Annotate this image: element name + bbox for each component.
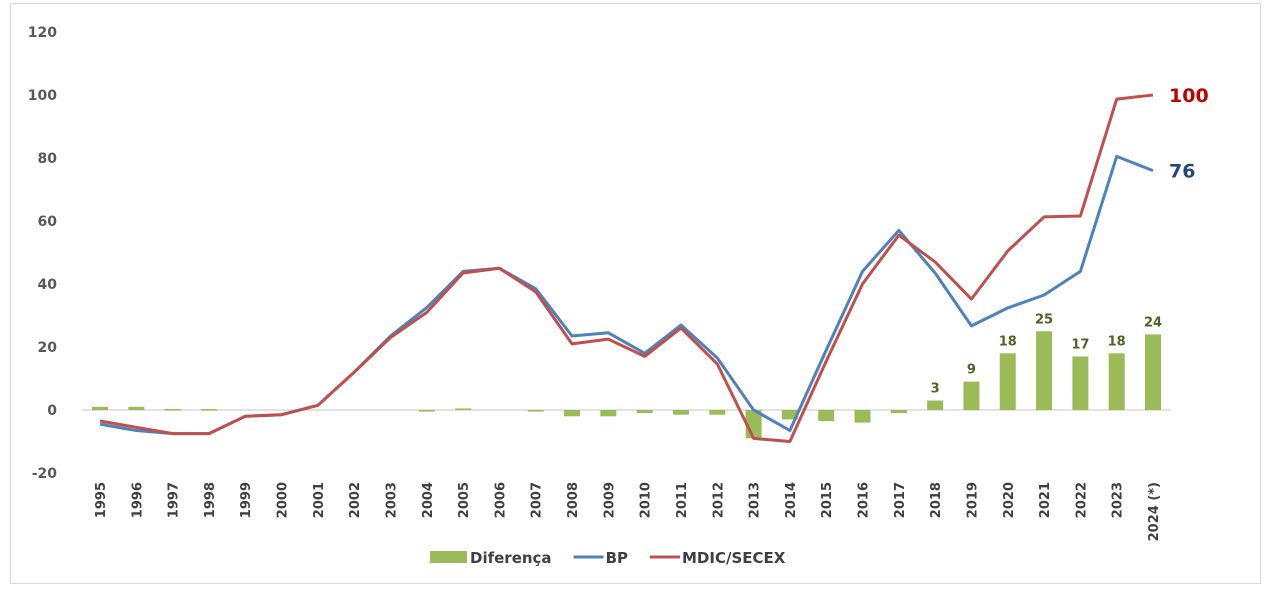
- x-tick-label: 2015: [820, 482, 835, 518]
- bar-1995: [92, 406, 108, 410]
- bar-data-label: 9: [967, 363, 976, 378]
- x-tick-label: 2010: [639, 482, 654, 518]
- bar-2008: [564, 410, 581, 417]
- x-tick-label: 1997: [167, 482, 182, 518]
- x-tick-label: 2004: [421, 482, 436, 518]
- x-tick-label: 2012: [711, 482, 726, 518]
- x-tick-label: 2009: [602, 482, 617, 518]
- y-tick-label: 0: [47, 403, 57, 419]
- bars-diferenca: [92, 331, 1161, 439]
- bar-2009: [600, 410, 617, 417]
- bar-data-label: 18: [999, 334, 1017, 349]
- x-tick-label: 2021: [1038, 482, 1053, 518]
- bar-2021: [1036, 331, 1053, 410]
- bar-labels: 3 9 18 25 17 18 24: [931, 312, 1162, 396]
- x-tick-label: 2023: [1111, 482, 1126, 518]
- x-tick-label: 2016: [857, 482, 872, 518]
- x-tick-label: 2020: [1002, 482, 1017, 518]
- legend-label: Diferença: [470, 549, 552, 567]
- y-tick-label: 40: [38, 277, 58, 293]
- y-tick-label: 120: [28, 25, 57, 41]
- x-tick-label: 2019: [965, 482, 980, 518]
- x-tick-label: 2014: [784, 482, 799, 518]
- bar-2023: [1108, 353, 1125, 410]
- y-tick-label: 20: [38, 340, 58, 356]
- y-tick-label: 100: [28, 88, 57, 104]
- x-tick-label: 1996: [130, 482, 145, 518]
- x-tick-label: 2001: [312, 482, 327, 518]
- bar-2005: [455, 408, 472, 410]
- legend-swatch-diferença: [430, 551, 467, 563]
- y-axis: -20 0 20 40 60 80 100 120: [28, 25, 57, 482]
- x-tick-label: 2003: [384, 482, 399, 518]
- x-tick-label: 2022: [1074, 482, 1089, 518]
- x-tick-label: 2008: [566, 482, 581, 518]
- legend: Diferença BP MDIC/SECEX: [430, 549, 786, 567]
- legend-label: BP: [606, 549, 628, 567]
- bar-data-label: 18: [1108, 334, 1126, 349]
- bar-2015: [818, 410, 835, 422]
- bar-2004: [418, 410, 435, 412]
- y-tick-label: 60: [38, 214, 58, 230]
- x-tick-label: 2011: [675, 482, 690, 518]
- end-label-mdic-secex: 100: [1169, 85, 1209, 107]
- bar-2014: [781, 410, 798, 420]
- x-tick-label: 1995: [94, 482, 109, 518]
- end-label-bp: 76: [1169, 161, 1195, 183]
- bar-2010: [636, 410, 653, 414]
- line-mdic-secex: [99, 93, 1154, 443]
- bar-1996: [128, 406, 145, 410]
- bar-1997: [164, 409, 181, 411]
- x-tick-label: 2024 (*): [1147, 482, 1162, 541]
- x-tick-label: 2017: [893, 482, 908, 518]
- chart-frame: [10, 3, 1261, 584]
- end-labels: 76 100: [1169, 85, 1209, 183]
- line-bp: [99, 154, 1154, 436]
- x-tick-label: 1999: [239, 482, 254, 518]
- bar-2020: [999, 353, 1016, 410]
- y-tick-label: 80: [38, 151, 58, 167]
- bar-data-label: 24: [1144, 315, 1162, 330]
- x-tick-label: 1998: [203, 482, 218, 518]
- bar-2019: [963, 381, 980, 410]
- bar-2011: [672, 410, 689, 415]
- x-tick-label: 2006: [493, 482, 508, 518]
- bar-2016: [854, 410, 871, 423]
- x-tick-label: 2013: [748, 482, 763, 518]
- x-tick-label: 2018: [929, 482, 944, 518]
- bar-2024 (*): [1145, 334, 1161, 410]
- bar-1998: [200, 409, 217, 411]
- bar-2012: [709, 410, 726, 415]
- x-tick-label: 2002: [348, 482, 363, 518]
- x-tick-label: 2000: [276, 482, 291, 518]
- bar-data-label: 3: [931, 382, 940, 397]
- bar-2007: [527, 410, 544, 412]
- x-tick-label: 2007: [530, 482, 545, 518]
- y-tick-label: -20: [32, 466, 58, 482]
- lines: [99, 93, 1154, 443]
- bar-data-label: 17: [1071, 337, 1089, 352]
- bar-2018: [927, 400, 944, 410]
- bar-2017: [890, 410, 907, 414]
- bar-2022: [1072, 356, 1089, 410]
- legend-label: MDIC/SECEX: [682, 549, 786, 567]
- x-axis: 1995 1996 1997 1998 1999 2000 2001 2002 2003 2004…: [94, 482, 1162, 541]
- x-tick-label: 2005: [457, 482, 472, 518]
- bar-data-label: 25: [1035, 312, 1053, 327]
